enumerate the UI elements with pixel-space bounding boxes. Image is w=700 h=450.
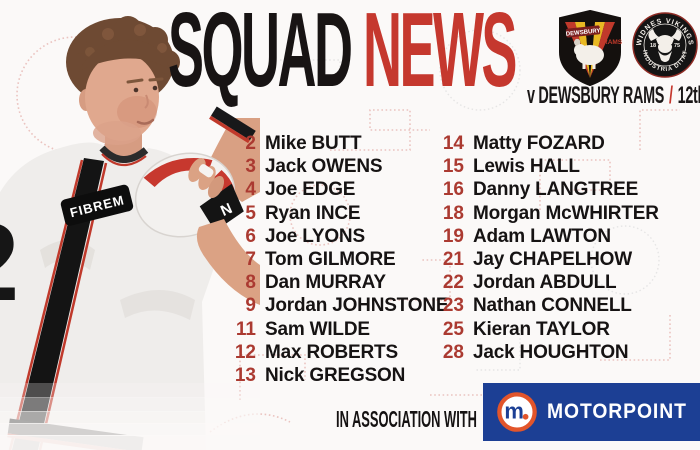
fixture-slash: /: [669, 82, 673, 109]
player-name: Kieran TAYLOR: [473, 318, 610, 340]
title-news: NEWS: [362, 0, 518, 109]
player-name: Tom GILMORE: [265, 248, 396, 270]
roster-row: 15 Lewis HALL: [420, 155, 659, 178]
player-name: Matty FOZARD: [473, 133, 605, 154]
roster-row: 14 Matty FOZARD: [420, 132, 659, 155]
player-name: Morgan McWHIRTER: [473, 202, 659, 224]
roster-row: 18 Morgan McWHIRTER: [420, 202, 659, 225]
roster-column-left: 2 Mike BUTT 3 Jack OWENS 4 Joe EDGE 5 Ryan I…: [212, 132, 449, 387]
player-number: 6: [245, 225, 256, 247]
dewsbury-badge-text: DEWSBURY: [566, 28, 601, 38]
motorpoint-m-icon: m: [497, 392, 537, 432]
player-number: 28: [442, 341, 464, 363]
player-name: Jordan JOHNSTONE: [265, 295, 449, 317]
fixture-date: 12th APRIL: [677, 82, 700, 109]
player-number: 2: [245, 133, 256, 154]
jersey-number: 2: [0, 201, 19, 324]
roster-row: 13 Nick GREGSON: [212, 364, 448, 387]
player-number: 13: [234, 364, 256, 386]
photo-fade: [0, 383, 260, 450]
player-name: Nathan CONNELL: [473, 295, 632, 317]
player-number: 12: [234, 341, 256, 363]
player-name: Max ROBERTS: [265, 341, 398, 363]
player-hand: [188, 158, 225, 199]
roster-row: 4 Joe EDGE: [212, 178, 448, 201]
player-name: Jay CHAPELHOW: [473, 248, 632, 270]
player-name: Jack OWENS: [265, 156, 383, 178]
dewsbury-badge-rams: RAMS: [603, 39, 623, 46]
widnes-badge-year-right: 75: [674, 43, 680, 49]
motorpoint-logo: m MOTORPOINT: [483, 383, 700, 441]
player-number: 14: [442, 133, 464, 154]
player-name: Nick GREGSON: [265, 364, 406, 386]
player-name: Jack HOUGHTON: [473, 341, 629, 363]
player-number: 9: [245, 295, 256, 317]
roster-row: 3 Jack OWENS: [212, 155, 448, 178]
fixture-subtitle: v DEWSBURY RAMS / 12th APRIL: [527, 82, 700, 110]
player-name: Lewis HALL: [473, 156, 580, 178]
page-title: SQUAD NEWS: [168, 0, 517, 103]
player-forearm: [196, 219, 260, 305]
player-number: 7: [245, 248, 256, 270]
player-number: 25: [442, 318, 464, 340]
player-number: 5: [245, 202, 256, 224]
player-name: Mike BUTT: [265, 133, 362, 154]
roster-row: 19 Adam LAWTON: [420, 225, 659, 248]
player-number: 19: [442, 225, 464, 247]
player-number: 15: [442, 156, 464, 178]
player-name: Joe EDGE: [265, 179, 356, 201]
player-number: 16: [442, 179, 464, 201]
player-name: Ryan INCE: [265, 202, 361, 224]
player-number: 21: [442, 248, 464, 270]
dewsbury-rams-badge: DEWSBURY RAMS: [559, 10, 623, 86]
motorpoint-wordmark: MOTORPOINT: [547, 400, 687, 423]
roster-row: 25 Kieran TAYLOR: [420, 318, 659, 341]
title-squad: SQUAD: [168, 0, 363, 109]
player-photo: 2 FIBREM N: [0, 16, 260, 450]
widnes-vikings-badge: WIDNES VIKINGS INDUSTRIA DITAT 18 75: [632, 12, 698, 78]
roster-row: 9 Jordan JOHNSTONE: [212, 294, 448, 317]
player-number: 4: [245, 179, 256, 201]
player-name: Danny LANGTREE: [473, 179, 639, 201]
roster-row: 5 Ryan INCE: [212, 202, 448, 225]
roster-row: 23 Nathan CONNELL: [420, 294, 659, 317]
roster-row: 28 Jack HOUGHTON: [420, 341, 659, 364]
player-name: Dan MURRAY: [265, 272, 386, 294]
roster-row: 6 Joe LYONS: [212, 225, 448, 248]
player-name: Sam WILDE: [265, 318, 370, 340]
roster-row: 21 Jay CHAPELHOW: [420, 248, 659, 271]
widnes-badge-year-left: 18: [650, 43, 656, 49]
player-face: [78, 39, 170, 145]
player-name: Joe LYONS: [265, 225, 365, 247]
roster-row: 12 Max ROBERTS: [212, 341, 448, 364]
player-number: 3: [245, 156, 256, 178]
roster-row: 2 Mike BUTT: [212, 132, 448, 155]
roster-column-right: 14 Matty FOZARD 15 Lewis HALL 16 Danny LANG…: [420, 132, 659, 364]
association-label: IN ASSOCIATION WITH: [336, 406, 477, 432]
roster-row: 11 Sam WILDE: [212, 318, 448, 341]
player-number: 11: [235, 318, 256, 340]
player-name: Adam LAWTON: [473, 225, 611, 247]
roster-row: 7 Tom GILMORE: [212, 248, 448, 271]
player-number: 8: [245, 272, 256, 294]
player-name: Jordan ABDULL: [473, 272, 617, 294]
viking-head-icon: [648, 29, 682, 62]
player-number: 22: [442, 272, 464, 294]
roster-row: 8 Dan MURRAY: [212, 271, 448, 294]
fixture-opponent: v DEWSBURY RAMS: [527, 82, 668, 109]
roster-row: 22 Jordan ABDULL: [420, 271, 659, 294]
roster-row: 16 Danny LANGTREE: [420, 178, 659, 201]
jersey-collar: [99, 145, 149, 167]
player-number: 18: [442, 202, 464, 224]
player-number: 23: [442, 295, 464, 317]
motorpoint-monogram: m: [504, 399, 524, 424]
